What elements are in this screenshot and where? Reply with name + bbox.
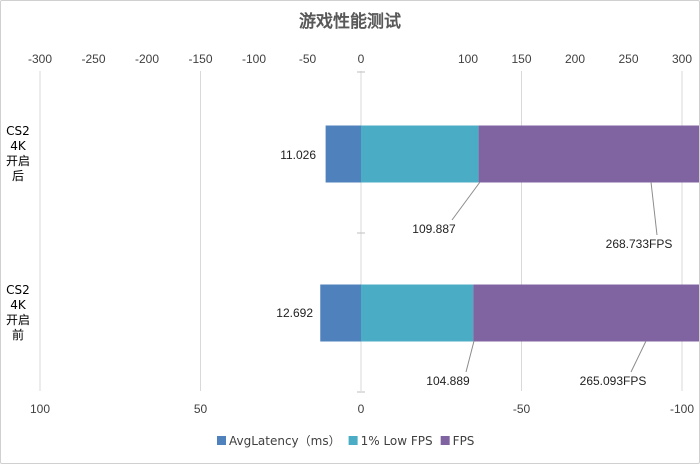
bar-fps <box>478 125 699 183</box>
bar-avglatency <box>320 284 361 342</box>
data-label: 109.887 <box>412 222 456 236</box>
legend-label: AvgLatency（ms） <box>229 434 341 448</box>
category-label: 前 <box>12 327 24 342</box>
primary-tick-label: 0 <box>358 52 365 66</box>
bars <box>320 125 699 342</box>
secondary-tick-label: -50 <box>513 402 531 416</box>
legend-label: 1% Low FPS <box>361 434 433 448</box>
legend-swatch <box>217 436 226 445</box>
primary-tick-label: 100 <box>458 52 478 66</box>
primary-tick-label: -250 <box>81 52 105 66</box>
chart-title: 游戏性能测试 <box>299 11 401 32</box>
data-label: 268.733FPS <box>606 237 673 251</box>
bar-fps <box>473 284 699 342</box>
axes: -300 -250 -200 -150 -100 -50 0 100 150 200 250 300 1… <box>6 52 694 416</box>
secondary-tick-label: -100 <box>670 402 694 416</box>
bar-avglatency <box>325 125 361 183</box>
primary-tick-label: -300 <box>28 52 52 66</box>
legend: AvgLatency（ms） 1% Low FPS FPS <box>217 434 474 448</box>
primary-tick-label: -100 <box>242 52 266 66</box>
category-label: 开启 <box>6 154 30 168</box>
secondary-tick-label: 0 <box>358 402 365 416</box>
category-label: 后 <box>12 169 24 183</box>
primary-tick-label: 250 <box>618 52 638 66</box>
primary-tick-label: -200 <box>135 52 159 66</box>
data-label: 11.026 <box>280 148 316 162</box>
gridlines <box>39 71 683 393</box>
category-label: 4K <box>10 139 27 153</box>
primary-tick-label: -150 <box>188 52 212 66</box>
leader-line <box>630 340 647 373</box>
legend-label: FPS <box>453 434 475 448</box>
data-label: 104.889 <box>426 374 470 388</box>
primary-tick-label: 200 <box>565 52 585 66</box>
leader-line <box>650 181 658 236</box>
category-label: CS2 <box>6 283 30 297</box>
category-label: 开启 <box>6 313 30 327</box>
bar-low-fps <box>361 284 474 342</box>
secondary-tick-label: 50 <box>194 402 208 416</box>
primary-tick-label: -50 <box>299 52 317 66</box>
legend-swatch <box>440 436 450 445</box>
data-labels: 11.026 109.887 268.733FPS 12.692 104.889 265.… <box>276 148 672 388</box>
category-label: CS2 <box>6 124 30 138</box>
legend-swatch <box>348 436 358 445</box>
category-label: 4K <box>10 298 27 312</box>
secondary-tick-label: 100 <box>30 402 50 416</box>
leader-line <box>451 181 481 221</box>
bar-low-fps <box>361 125 479 183</box>
leader-line <box>465 340 475 373</box>
data-label: 12.692 <box>276 306 313 320</box>
primary-tick-label: 150 <box>511 52 531 66</box>
data-label: 265.093FPS <box>580 374 647 388</box>
primary-tick-label: 300 <box>672 52 692 66</box>
